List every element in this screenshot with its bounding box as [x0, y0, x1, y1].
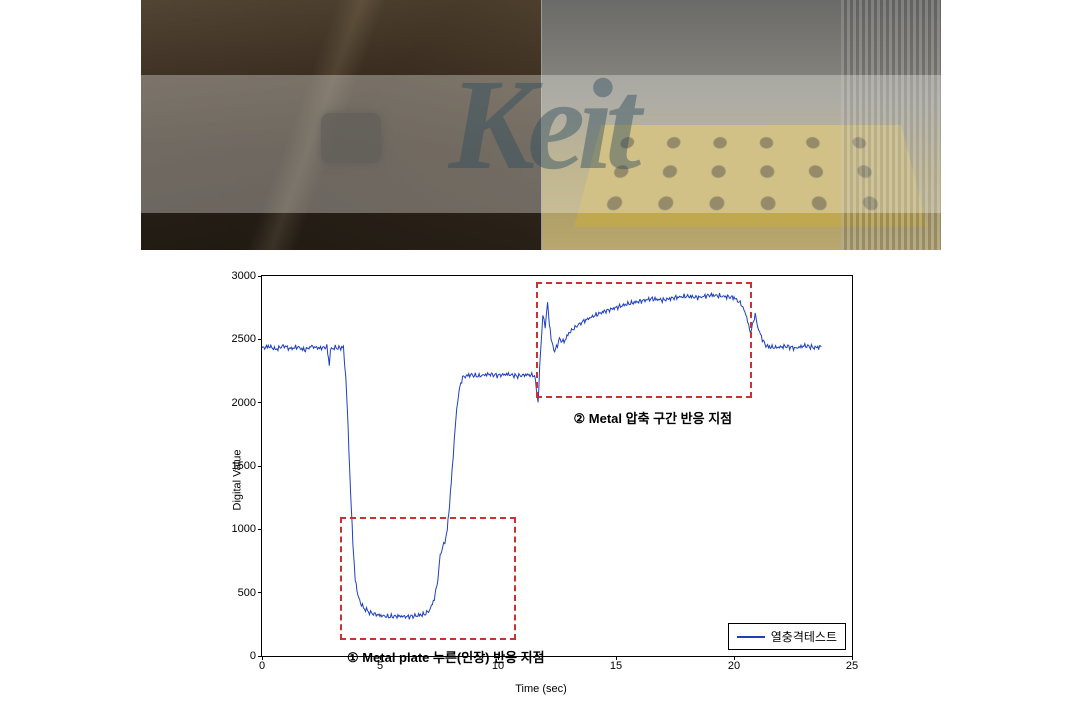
legend-label: 열충격테스트	[771, 628, 837, 645]
xtick-label: 25	[846, 660, 858, 672]
annotation-text-2: ② Metal 압축 구간 반응 지점	[574, 408, 733, 427]
xtick-label: 0	[259, 660, 265, 672]
ytick-label: 2500	[232, 333, 256, 345]
ytick-label: 1000	[232, 523, 256, 535]
annotation-box-2	[536, 282, 752, 397]
ytick-label: 2000	[232, 397, 256, 409]
photo-sample-plate	[141, 0, 542, 250]
xtick-label: 15	[610, 660, 622, 672]
annotation-text-1: ① Metal plate 누른(인장) 반응 지점	[347, 647, 545, 666]
ytick-label: 0	[250, 650, 256, 662]
legend-line-icon	[737, 636, 765, 638]
y-axis-label: Digital Value	[231, 450, 243, 511]
legend: 열충격테스트	[728, 623, 846, 650]
annotation-box-1	[340, 517, 516, 641]
ytick-label: 3000	[232, 270, 256, 282]
xtick-label: 20	[728, 660, 740, 672]
chart-container: Digital Value Time (sec) 050010001500200…	[201, 265, 881, 695]
photo-chamber	[542, 0, 942, 250]
ytick-label: 500	[238, 587, 256, 599]
ytick-label: 1500	[232, 460, 256, 472]
photo-row: Keit	[141, 0, 941, 250]
x-axis-label: Time (sec)	[515, 683, 567, 695]
plot-area: 0500100015002000250030000510152025① Meta…	[261, 275, 853, 657]
